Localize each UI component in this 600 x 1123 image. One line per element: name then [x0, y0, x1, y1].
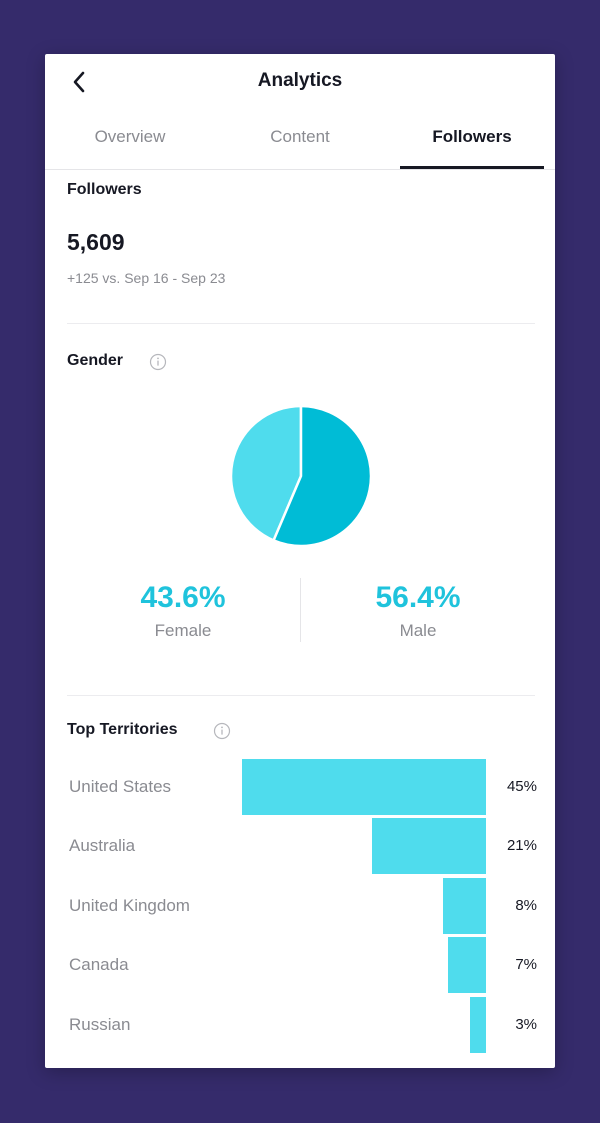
page-title: Analytics — [257, 70, 343, 91]
territory-percent: 8% — [515, 897, 537, 914]
pie-slice-male — [271, 404, 373, 548]
tab-followers[interactable]: Followers — [432, 127, 512, 146]
chevron-left-icon — [73, 71, 85, 93]
gender-pie-chart — [229, 404, 373, 548]
territory-name: United States — [69, 777, 172, 796]
territory-percent: 21% — [506, 837, 537, 854]
territory-percent: 7% — [515, 956, 537, 973]
territory-name: Russian — [69, 1015, 131, 1034]
gender-heading: Gender — [67, 352, 124, 369]
analytics-screen: Analytics Overview Content Followers Fol… — [45, 54, 555, 1068]
territory-row: Russian 3% — [45, 997, 555, 1053]
back-button[interactable] — [63, 66, 95, 98]
female-stat: 43.6% Female — [66, 581, 300, 641]
territory-percent: 45% — [506, 778, 537, 795]
male-stat: 56.4% Male — [301, 581, 535, 641]
territory-row: United Kingdom 8% — [45, 878, 555, 934]
territory-name: United Kingdom — [69, 896, 190, 915]
info-circle-icon[interactable] — [213, 722, 231, 740]
top-bar: Analytics — [45, 54, 555, 110]
territory-row: Canada 7% — [45, 937, 555, 993]
divider — [67, 323, 535, 324]
female-percent: 43.6% — [140, 581, 226, 614]
followers-count: 5,609 — [67, 229, 125, 255]
male-label: Male — [399, 621, 437, 640]
pie-slice-female — [229, 404, 303, 543]
active-tab-indicator — [400, 166, 544, 169]
tab-content[interactable]: Content — [270, 127, 330, 146]
male-percent: 56.4% — [375, 581, 461, 614]
info-circle-icon[interactable] — [149, 353, 167, 371]
female-label: Female — [154, 621, 212, 640]
territory-bar — [470, 997, 486, 1053]
territory-name: Canada — [69, 955, 129, 974]
territory-row: United States 45% — [45, 759, 555, 815]
territory-bar — [372, 818, 486, 874]
territories-heading: Top Territories — [67, 721, 178, 738]
territory-bar — [448, 937, 486, 993]
territory-percent: 3% — [515, 1016, 537, 1033]
followers-change: +125 vs. Sep 16 - Sep 23 — [67, 270, 226, 286]
stat-divider — [300, 578, 301, 642]
divider — [67, 695, 535, 696]
territory-row: Australia 21% — [45, 818, 555, 874]
territory-bar — [242, 759, 486, 815]
territory-name: Australia — [69, 836, 136, 855]
territory-bar — [443, 878, 486, 934]
tab-overview[interactable]: Overview — [94, 127, 166, 146]
followers-heading: Followers — [67, 181, 142, 198]
tab-bar: Overview Content Followers — [45, 118, 555, 170]
